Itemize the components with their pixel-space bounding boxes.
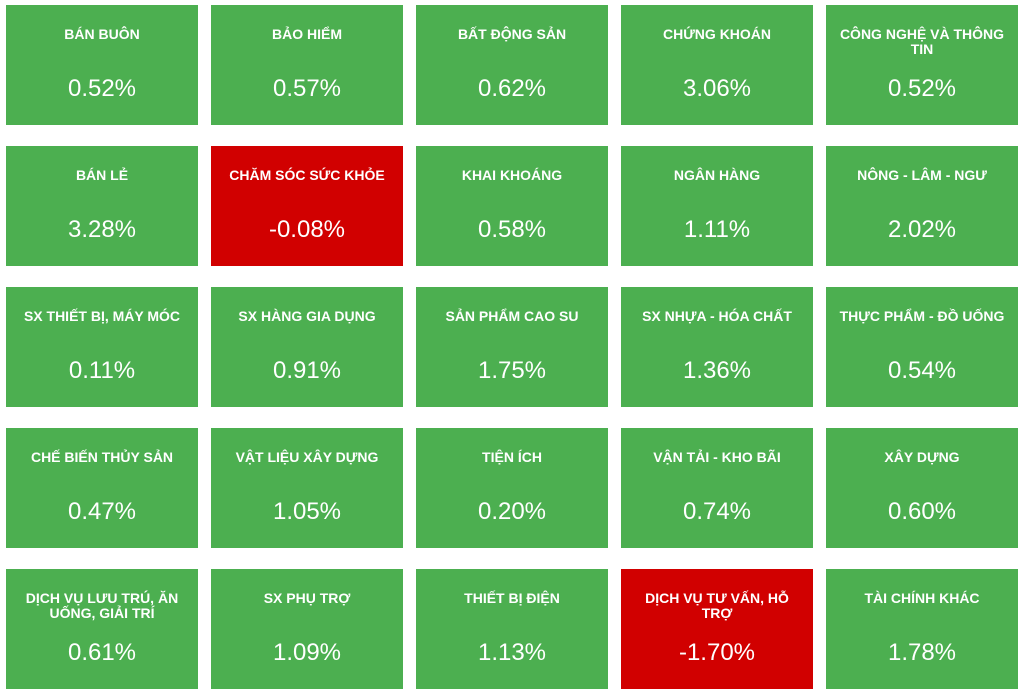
- sector-name: THỰC PHẨM - ĐỒ UỐNG: [839, 308, 1005, 324]
- sector-change-percent: 0.47%: [67, 498, 137, 525]
- sector-change-percent: 0.11%: [68, 357, 136, 384]
- sector-tile[interactable]: CHĂM SÓC SỨC KHỎE -0.08%: [211, 146, 403, 266]
- sector-tile[interactable]: BÁN BUÔN 0.52%: [6, 5, 198, 125]
- sector-change-percent: 1.78%: [887, 639, 957, 666]
- sector-tile[interactable]: TIỆN ÍCH 0.20%: [416, 428, 608, 548]
- sector-name: SX PHỤ TRỢ: [263, 590, 351, 606]
- sector-change-percent: 0.52%: [887, 75, 957, 102]
- sector-name: TÀI CHÍNH KHÁC: [864, 590, 980, 606]
- sector-change-percent: 0.61%: [67, 639, 137, 666]
- sector-tile[interactable]: THỰC PHẨM - ĐỒ UỐNG 0.54%: [826, 287, 1018, 407]
- sector-change-percent: 1.09%: [272, 639, 342, 666]
- sector-tile[interactable]: CHẾ BIẾN THỦY SẢN 0.47%: [6, 428, 198, 548]
- sector-tile[interactable]: SX NHỰA - HÓA CHẤT 1.36%: [621, 287, 813, 407]
- sector-tile[interactable]: DỊCH VỤ LƯU TRÚ, ĂN UỐNG, GIẢI TRÍ 0.61%: [6, 569, 198, 689]
- sector-name: BẢO HIỂM: [272, 26, 342, 42]
- sector-change-percent: 1.36%: [682, 357, 752, 384]
- sector-name: THIẾT BỊ ĐIỆN: [464, 590, 560, 606]
- sector-name: KHAI KHOÁNG: [461, 167, 563, 183]
- sector-tile[interactable]: CHỨNG KHOÁN 3.06%: [621, 5, 813, 125]
- sector-change-percent: 0.62%: [477, 75, 547, 102]
- sector-name: CHỨNG KHOÁN: [662, 26, 772, 42]
- sector-change-percent: -0.08%: [268, 216, 346, 243]
- sector-change-percent: 1.13%: [477, 639, 547, 666]
- sector-tile[interactable]: SX THIẾT BỊ, MÁY MÓC 0.11%: [6, 287, 198, 407]
- sector-change-percent: 0.74%: [682, 498, 752, 525]
- sector-name: CHĂM SÓC SỨC KHỎE: [229, 167, 385, 183]
- sector-name: VẬN TẢI - KHO BÃI: [653, 449, 781, 465]
- sector-change-percent: 1.75%: [477, 357, 547, 384]
- sector-change-percent: 1.05%: [272, 498, 342, 525]
- sector-name: XÂY DỰNG: [884, 449, 960, 465]
- sector-tile[interactable]: NÔNG - LÂM - NGƯ 2.02%: [826, 146, 1018, 266]
- sector-tile[interactable]: BẤT ĐỘNG SẢN 0.62%: [416, 5, 608, 125]
- sector-name: VẬT LIỆU XÂY DỰNG: [235, 449, 379, 465]
- sector-change-percent: 0.91%: [272, 357, 342, 384]
- sector-tile[interactable]: DỊCH VỤ TƯ VẤN, HỖ TRỢ -1.70%: [621, 569, 813, 689]
- sector-name: DỊCH VỤ LƯU TRÚ, ĂN UỐNG, GIẢI TRÍ: [25, 590, 179, 621]
- sector-tile[interactable]: VẬN TẢI - KHO BÃI 0.74%: [621, 428, 813, 548]
- sector-tile[interactable]: BÁN LẺ 3.28%: [6, 146, 198, 266]
- sector-tile[interactable]: NGÂN HÀNG 1.11%: [621, 146, 813, 266]
- sector-name: DỊCH VỤ TƯ VẤN, HỖ TRỢ: [645, 590, 789, 621]
- sector-change-percent: 3.06%: [682, 75, 752, 102]
- sector-change-percent: 0.20%: [477, 498, 547, 525]
- sector-name: BÁN BUÔN: [64, 26, 140, 42]
- sector-name: SX NHỰA - HÓA CHẤT: [642, 308, 792, 324]
- sector-tile[interactable]: THIẾT BỊ ĐIỆN 1.13%: [416, 569, 608, 689]
- sector-name: NÔNG - LÂM - NGƯ: [857, 167, 987, 183]
- sector-name: CÔNG NGHỆ VÀ THÔNG TIN: [839, 26, 1005, 57]
- sector-name: BÁN LẺ: [75, 167, 129, 183]
- sector-change-percent: 0.54%: [887, 357, 957, 384]
- sector-change-percent: 0.52%: [67, 75, 137, 102]
- sector-name: TIỆN ÍCH: [482, 449, 542, 465]
- sector-tile[interactable]: SẢN PHẨM CAO SU 1.75%: [416, 287, 608, 407]
- sector-tile[interactable]: VẬT LIỆU XÂY DỰNG 1.05%: [211, 428, 403, 548]
- sector-tile[interactable]: SX HÀNG GIA DỤNG 0.91%: [211, 287, 403, 407]
- sector-tile[interactable]: SX PHỤ TRỢ 1.09%: [211, 569, 403, 689]
- sector-change-percent: 0.57%: [272, 75, 342, 102]
- sector-tile[interactable]: BẢO HIỂM 0.57%: [211, 5, 403, 125]
- sector-name: BẤT ĐỘNG SẢN: [457, 26, 567, 42]
- sector-name: CHẾ BIẾN THỦY SẢN: [30, 449, 174, 465]
- sector-change-percent: 0.60%: [887, 498, 957, 525]
- sector-tile[interactable]: KHAI KHOÁNG 0.58%: [416, 146, 608, 266]
- sector-change-percent: 1.11%: [683, 216, 751, 243]
- sector-tile[interactable]: TÀI CHÍNH KHÁC 1.78%: [826, 569, 1018, 689]
- sector-change-percent: 2.02%: [887, 216, 957, 243]
- sector-change-percent: 3.28%: [67, 216, 137, 243]
- sector-name: SX THIẾT BỊ, MÁY MÓC: [23, 308, 181, 324]
- sector-name: NGÂN HÀNG: [673, 167, 761, 183]
- sector-change-percent: -1.70%: [678, 639, 756, 666]
- sector-change-percent: 0.58%: [477, 216, 547, 243]
- sector-name: SX HÀNG GIA DỤNG: [238, 308, 376, 324]
- sector-tile[interactable]: XÂY DỰNG 0.60%: [826, 428, 1018, 548]
- sector-tile[interactable]: CÔNG NGHỆ VÀ THÔNG TIN 0.52%: [826, 5, 1018, 125]
- sector-heatmap-grid: BÁN BUÔN 0.52% BẢO HIỂM 0.57% BẤT ĐỘNG SẢN 0.…: [6, 5, 1018, 689]
- sector-name: SẢN PHẨM CAO SU: [445, 308, 579, 324]
